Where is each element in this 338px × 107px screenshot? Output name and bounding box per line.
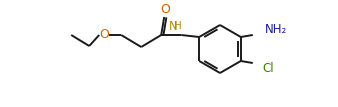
- Text: H: H: [174, 21, 182, 31]
- Text: Cl: Cl: [263, 62, 274, 76]
- Text: N: N: [169, 19, 177, 33]
- Text: O: O: [160, 2, 170, 16]
- Text: O: O: [99, 27, 109, 41]
- Text: NH₂: NH₂: [265, 22, 287, 36]
